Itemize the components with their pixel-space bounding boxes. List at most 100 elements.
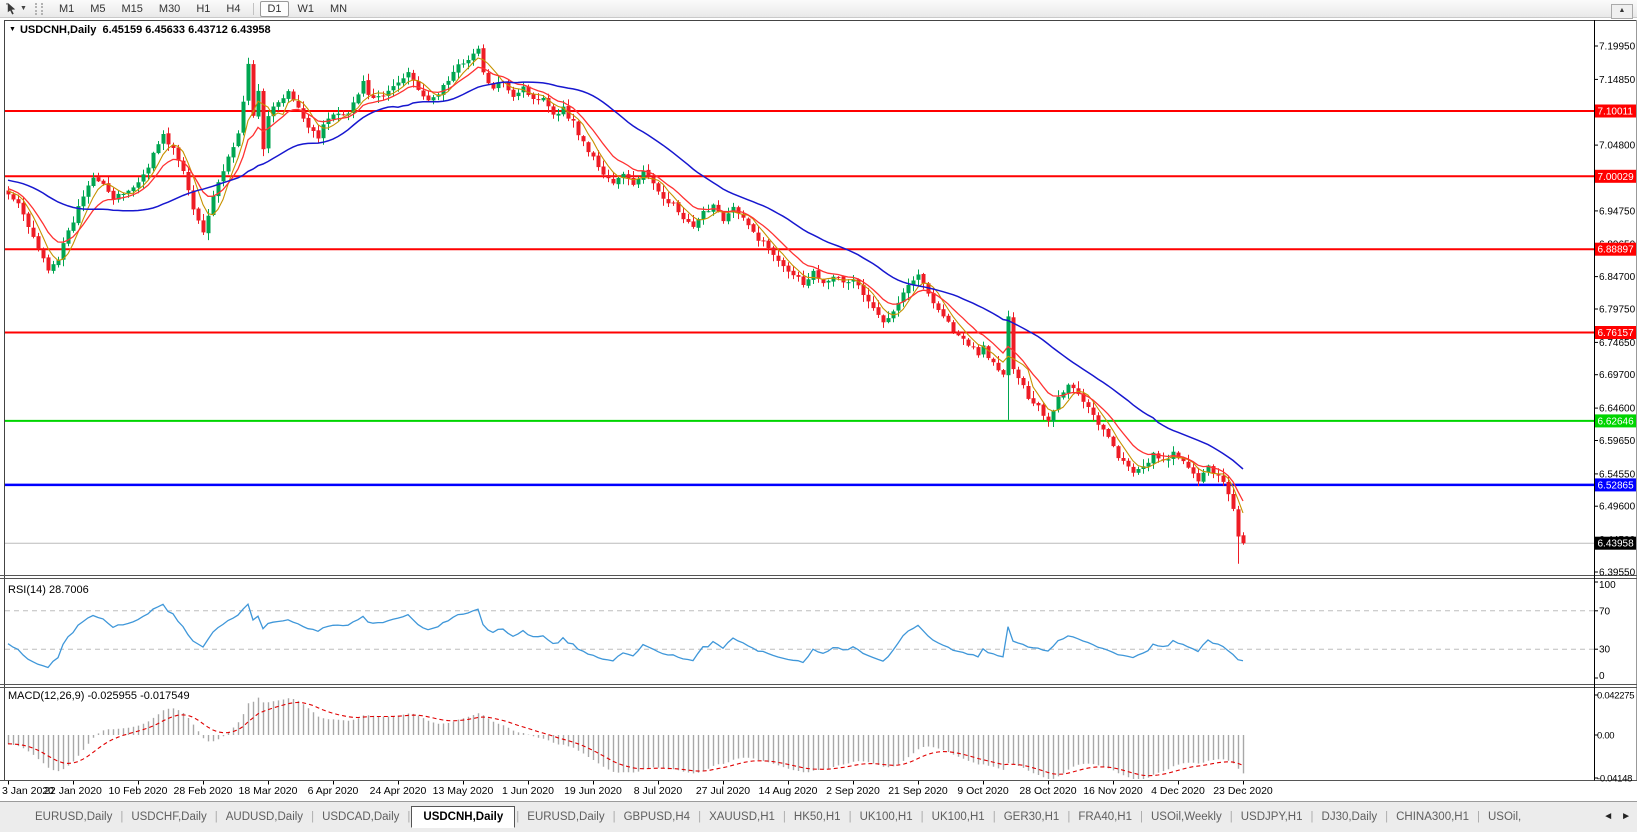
- toolbar-drag-grip[interactable]: [34, 2, 43, 15]
- tabs-scroll-right-icon[interactable]: ►: [1621, 811, 1631, 822]
- chart-title: ▼ USDCNH,Daily 6.45159 6.45633 6.43712 6.…: [9, 24, 271, 36]
- svg-text:6.52865: 6.52865: [1598, 480, 1635, 491]
- tab-separator: |: [1140, 811, 1143, 823]
- chart-tab-audusd-daily[interactable]: AUDUSD,Daily: [225, 811, 304, 823]
- tab-separator: |: [612, 811, 616, 823]
- chart-tab-usoil[interactable]: USOil,: [1488, 811, 1522, 823]
- tab-separator: |: [1229, 811, 1233, 823]
- timeframe-button-d1[interactable]: D1: [260, 0, 289, 17]
- chart-tab-fra40-h1[interactable]: FRA40,H1: [1078, 811, 1132, 823]
- tab-separator: |: [782, 811, 786, 823]
- chart-tab-bar: EURUSD,Daily | USDCHF,Daily | AUDUSD,Daily | U…: [0, 801, 1637, 832]
- chart-tab-usdjpy-h1[interactable]: USDJPY,H1: [1240, 811, 1303, 823]
- svg-text:7.19950: 7.19950: [1599, 42, 1636, 53]
- chart-tab-dj30-daily[interactable]: DJ30,Daily: [1321, 811, 1378, 823]
- tab-separator: |: [1385, 811, 1389, 823]
- svg-text:6.88897: 6.88897: [1598, 245, 1635, 256]
- svg-text:23 Dec 2020: 23 Dec 2020: [1213, 785, 1273, 797]
- svg-text:10 Feb 2020: 10 Feb 2020: [109, 785, 168, 797]
- tab-separator: |: [1067, 811, 1071, 823]
- svg-text:6.69700: 6.69700: [1599, 370, 1636, 381]
- svg-text:1 Jun 2020: 1 Jun 2020: [502, 785, 554, 797]
- svg-text:28 Oct 2020: 28 Oct 2020: [1019, 785, 1076, 797]
- svg-text:7.10011: 7.10011: [1598, 107, 1634, 118]
- chart-tab-uk100-h1[interactable]: UK100,H1: [931, 811, 985, 823]
- chart-tab-gbpusd-h4[interactable]: GBPUSD,H4: [623, 811, 691, 823]
- svg-text:6.74650: 6.74650: [1599, 338, 1636, 349]
- svg-text:6 Apr 2020: 6 Apr 2020: [308, 785, 359, 797]
- tabs-scroll-left-icon[interactable]: ◄: [1603, 811, 1614, 822]
- timeframe-button-m5[interactable]: M5: [90, 2, 106, 15]
- toolbar-separator: [253, 2, 255, 15]
- svg-text:6.59650: 6.59650: [1599, 436, 1636, 447]
- svg-text:6.43958: 6.43958: [1598, 539, 1635, 550]
- chart-tab-eurusd-daily[interactable]: EURUSD,Daily: [35, 811, 113, 823]
- timeframe-button-mn[interactable]: MN: [330, 2, 348, 15]
- svg-text:6.62646: 6.62646: [1598, 416, 1635, 427]
- timeframe-button-m15[interactable]: M15: [121, 2, 143, 15]
- svg-text:28 Feb 2020: 28 Feb 2020: [174, 785, 233, 797]
- chart-tab-xauusd-h1[interactable]: XAUUSD,H1: [709, 811, 775, 823]
- svg-text:7.14850: 7.14850: [1599, 75, 1636, 86]
- timeframe-button-w1[interactable]: W1: [297, 2, 315, 15]
- tab-separator: |: [120, 811, 124, 823]
- toolbar-overflow-button[interactable]: ▲: [1611, 4, 1633, 19]
- svg-text:3 Jan 2020: 3 Jan 2020: [2, 785, 54, 797]
- svg-text:-0.04148: -0.04148: [1597, 774, 1632, 785]
- chart-tab-china300-h1[interactable]: CHINA300,H1: [1396, 811, 1469, 823]
- chart-tab-ger30-h1[interactable]: GER30,H1: [1003, 811, 1060, 823]
- tab-scroll-arrows: ◄ ►: [1595, 802, 1637, 831]
- svg-text:22 Jan 2020: 22 Jan 2020: [44, 785, 102, 797]
- svg-text:6.94750: 6.94750: [1599, 206, 1636, 217]
- timeframe-button-h4[interactable]: H4: [226, 2, 241, 15]
- svg-text:6.39550: 6.39550: [1599, 568, 1636, 579]
- rsi-indicator-label: RSI(14) 28.7006: [8, 584, 89, 596]
- svg-text:0.00: 0.00: [1597, 731, 1614, 742]
- timeframe-button-m1[interactable]: M1: [58, 2, 75, 15]
- svg-text:14 Aug 2020: 14 Aug 2020: [759, 785, 818, 797]
- chart-tab-usoil-weekly[interactable]: USOil,Weekly: [1151, 811, 1222, 823]
- chart-title-text: USDCNH,Daily 6.45159 6.45633 6.43712 6.4…: [19, 24, 271, 36]
- tab-separator: |: [407, 811, 411, 823]
- svg-text:7.04800: 7.04800: [1599, 141, 1636, 152]
- cursor-tool-icon[interactable]: [5, 2, 18, 15]
- svg-text:2 Sep 2020: 2 Sep 2020: [826, 785, 880, 797]
- tab-separator: |: [1310, 811, 1314, 823]
- chart-tab-usdcnh-daily[interactable]: USDCNH,Daily: [411, 806, 516, 828]
- tab-separator: |: [516, 811, 520, 823]
- chart-tab-eurusd-daily[interactable]: EURUSD,Daily: [527, 811, 605, 823]
- svg-text:18 Mar 2020: 18 Mar 2020: [239, 785, 298, 797]
- timeframe-buttons: M1 M5 M15 M30 H1 H4 D1 W1 MN: [51, 0, 355, 17]
- svg-text:6.76157: 6.76157: [1598, 328, 1635, 339]
- timeframe-button-h1[interactable]: H1: [196, 2, 211, 15]
- svg-text:4 Dec 2020: 4 Dec 2020: [1151, 785, 1205, 797]
- cursor-tool-dropdown-icon[interactable]: ▼: [20, 5, 27, 12]
- chart-tab-usdchf-daily[interactable]: USDCHF,Daily: [131, 811, 207, 823]
- svg-text:8 Jul 2020: 8 Jul 2020: [634, 785, 683, 797]
- timeframe-button-m30[interactable]: M30: [158, 2, 181, 15]
- svg-text:16 Nov 2020: 16 Nov 2020: [1083, 785, 1143, 797]
- tab-separator: |: [1477, 811, 1480, 823]
- svg-text:13 May 2020: 13 May 2020: [433, 785, 494, 797]
- svg-text:19 Jun 2020: 19 Jun 2020: [564, 785, 622, 797]
- svg-text:70: 70: [1599, 606, 1611, 617]
- svg-text:0.042275: 0.042275: [1597, 691, 1634, 702]
- svg-text:6.64600: 6.64600: [1599, 404, 1636, 415]
- svg-text:21 Sep 2020: 21 Sep 2020: [888, 785, 948, 797]
- chart-tab-uk100-h1[interactable]: UK100,H1: [859, 811, 913, 823]
- tab-separator: |: [698, 811, 702, 823]
- svg-text:27 Jul 2020: 27 Jul 2020: [696, 785, 750, 797]
- tab-separator: |: [848, 811, 852, 823]
- tab-separator: |: [920, 811, 924, 823]
- chart-tab-hk50-h1[interactable]: HK50,H1: [793, 811, 841, 823]
- svg-text:6.84700: 6.84700: [1599, 272, 1636, 283]
- chart-collapse-icon[interactable]: ▼: [9, 26, 16, 33]
- toolbar: ▼ M1 M5 M15 M30 H1 H4 D1 W1 MN: [0, 0, 1637, 18]
- svg-text:6.79750: 6.79750: [1599, 305, 1636, 316]
- svg-text:9 Oct 2020: 9 Oct 2020: [957, 785, 1009, 797]
- macd-indicator-label: MACD(12,26,9) -0.025955 -0.017549: [8, 690, 190, 702]
- svg-text:6.49600: 6.49600: [1599, 502, 1636, 513]
- chart-tab-usdcad-daily[interactable]: USDCAD,Daily: [322, 811, 400, 823]
- svg-text:0: 0: [1599, 671, 1605, 682]
